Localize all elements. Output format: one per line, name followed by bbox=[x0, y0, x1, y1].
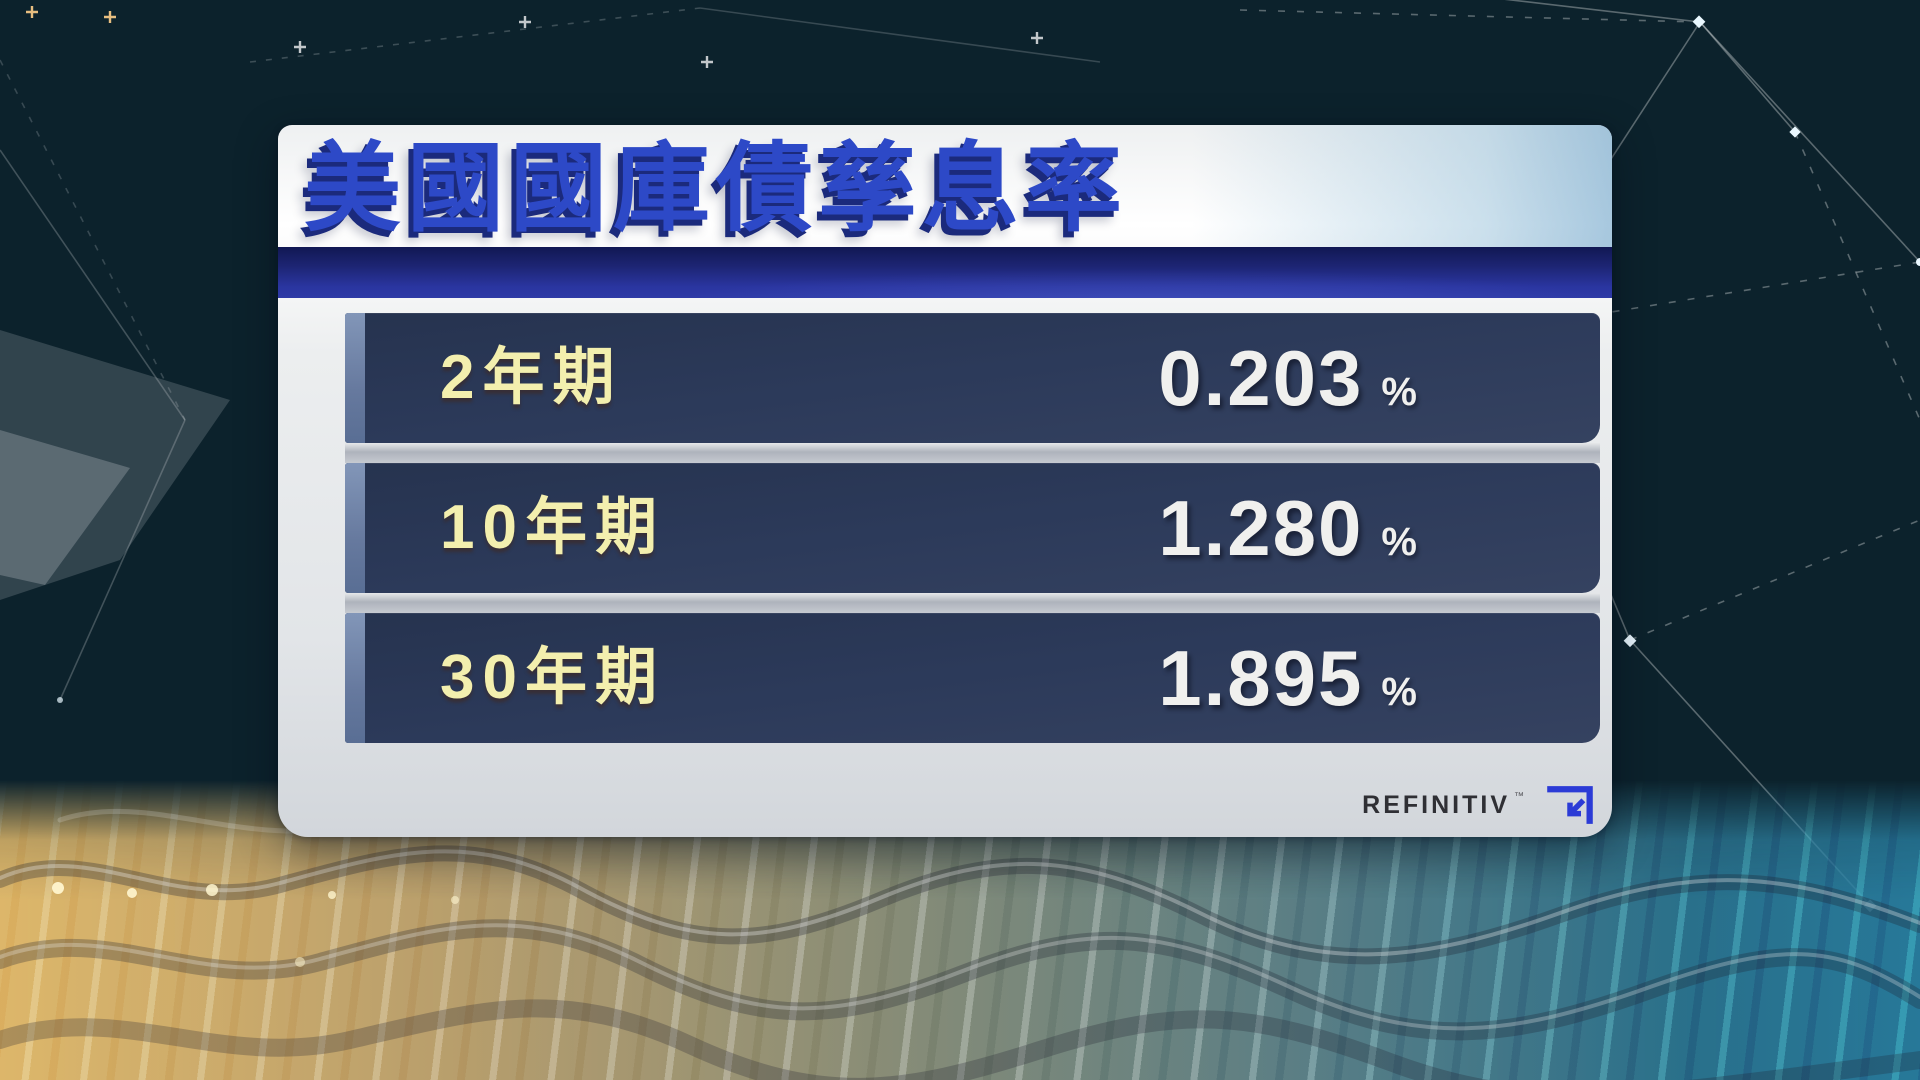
yield-value: 1.895 bbox=[1158, 634, 1364, 722]
row-label: 2年期 bbox=[440, 343, 623, 412]
row-separator bbox=[345, 593, 1600, 613]
yield-row-30y: 30年期 1.895% bbox=[345, 613, 1600, 743]
row-value: 1.895% bbox=[1158, 613, 1417, 766]
percent-sign: % bbox=[1381, 370, 1417, 414]
row-value: 1.280% bbox=[1158, 463, 1417, 616]
row-separator bbox=[345, 443, 1600, 463]
row-label: 10年期 bbox=[440, 493, 665, 562]
brand-lockup: REFINITIV ™ bbox=[1362, 781, 1596, 829]
trademark-mark: ™ bbox=[1514, 790, 1524, 802]
title-blue-wash bbox=[1192, 125, 1612, 247]
percent-sign: % bbox=[1381, 520, 1417, 564]
yield-row-2y: 2年期 0.203% bbox=[345, 313, 1600, 443]
yield-row-10y: 10年期 1.280% bbox=[345, 463, 1600, 593]
row-value: 0.203% bbox=[1158, 313, 1417, 466]
header-strip bbox=[278, 247, 1612, 298]
yields-panel: 美國國庫債孳息率 2年期 0.203% 10年期 1.280% 30年期 1.8… bbox=[278, 125, 1612, 837]
brand-name: REFINITIV bbox=[1362, 790, 1510, 819]
percent-sign: % bbox=[1381, 670, 1417, 714]
yield-value: 1.280 bbox=[1158, 484, 1364, 572]
panel-title: 美國國庫債孳息率 bbox=[304, 134, 1128, 243]
row-label: 30年期 bbox=[440, 643, 665, 712]
refinitiv-logo-icon bbox=[1547, 786, 1593, 824]
yield-value: 0.203 bbox=[1158, 334, 1364, 422]
